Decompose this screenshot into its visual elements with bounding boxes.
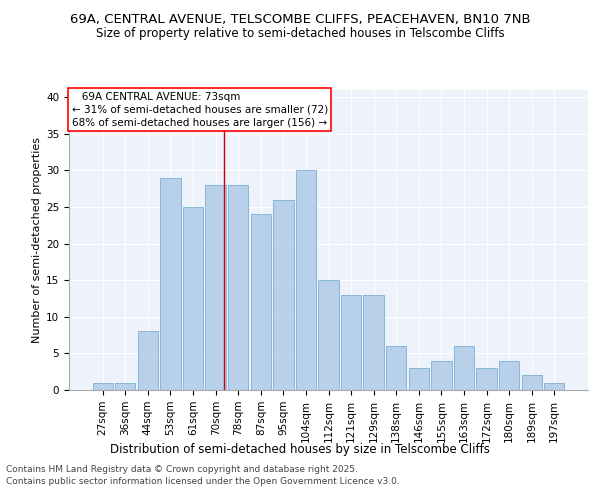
Bar [160,178,181,390]
Bar [273,200,293,390]
Bar [183,207,203,390]
Bar [454,346,474,390]
Bar [364,295,384,390]
Text: Contains public sector information licensed under the Open Government Licence v3: Contains public sector information licen… [6,477,400,486]
Bar [499,360,519,390]
Bar [138,332,158,390]
Text: Size of property relative to semi-detached houses in Telscombe Cliffs: Size of property relative to semi-detach… [95,28,505,40]
Text: 69A CENTRAL AVENUE: 73sqm
← 31% of semi-detached houses are smaller (72)
68% of : 69A CENTRAL AVENUE: 73sqm ← 31% of semi-… [71,92,328,128]
Text: 69A, CENTRAL AVENUE, TELSCOMBE CLIFFS, PEACEHAVEN, BN10 7NB: 69A, CENTRAL AVENUE, TELSCOMBE CLIFFS, P… [70,12,530,26]
Bar [296,170,316,390]
Bar [251,214,271,390]
Bar [115,382,136,390]
Bar [319,280,338,390]
Bar [341,295,361,390]
Bar [431,360,452,390]
Bar [228,185,248,390]
Y-axis label: Number of semi-detached properties: Number of semi-detached properties [32,137,42,343]
Bar [386,346,406,390]
Bar [476,368,497,390]
Bar [521,376,542,390]
Bar [409,368,429,390]
Bar [205,185,226,390]
Text: Contains HM Land Registry data © Crown copyright and database right 2025.: Contains HM Land Registry data © Crown c… [6,466,358,474]
Bar [544,382,565,390]
Text: Distribution of semi-detached houses by size in Telscombe Cliffs: Distribution of semi-detached houses by … [110,442,490,456]
Bar [92,382,113,390]
